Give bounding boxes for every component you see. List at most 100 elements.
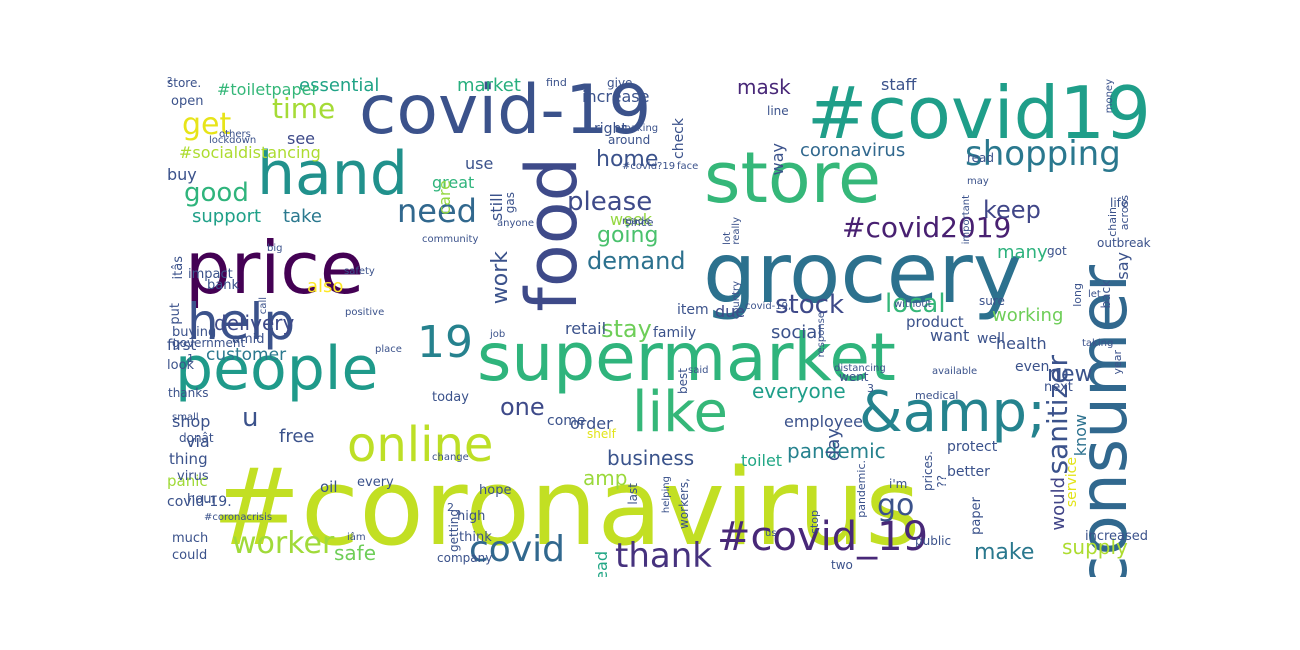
word-cloud-word: working <box>992 305 1064 326</box>
word-cloud-word: taking <box>1082 338 1114 349</box>
word-cloud-word: today <box>432 390 469 405</box>
word-cloud-word: want <box>930 326 970 345</box>
word-cloud-word: donât <box>179 431 214 445</box>
word-cloud-word: may <box>967 176 989 187</box>
word-cloud-word: covid <box>469 529 565 570</box>
word-cloud-word: please <box>567 187 653 217</box>
word-cloud-word: local <box>885 289 946 319</box>
word-cloud-word: go <box>877 488 915 523</box>
word-cloud-word: health <box>996 334 1047 353</box>
word-cloud-word: stock <box>775 290 844 320</box>
word-cloud-word: paper <box>969 497 984 535</box>
word-cloud-word: retail <box>565 319 607 338</box>
word-cloud-word: well <box>977 331 1005 347</box>
word-cloud-word: stay <box>601 315 652 343</box>
word-cloud-word: day <box>823 428 844 462</box>
word-cloud-word: distancing <box>834 363 886 374</box>
word-cloud-word: work <box>488 251 513 305</box>
word-cloud-word: 3 <box>867 382 874 395</box>
word-cloud-word: everyone <box>752 379 846 403</box>
word-cloud-word: supply <box>1062 535 1128 559</box>
word-cloud-word: panic <box>167 472 208 490</box>
word-cloud-word: open <box>171 94 204 109</box>
word-cloud-word: hand <box>257 139 408 209</box>
word-cloud-word: really <box>731 217 742 245</box>
word-cloud-word: workers, <box>677 478 691 529</box>
word-cloud-word: thank <box>615 536 712 576</box>
word-cloud-word: increased <box>1085 529 1149 544</box>
word-cloud-word: chain <box>1106 207 1119 237</box>
word-cloud-word: mask <box>737 77 791 99</box>
word-cloud-word: increase <box>582 87 650 106</box>
word-cloud-word: #coronacrisis <box>204 512 273 523</box>
word-cloud-word: said <box>688 365 709 376</box>
word-cloud-word: life <box>1110 196 1129 210</box>
word-cloud-word: home <box>596 147 659 172</box>
word-cloud-word: read <box>967 151 995 165</box>
word-cloud-word: i'm <box>889 477 908 491</box>
word-cloud-word: find <box>546 77 567 89</box>
word-cloud-word: #covid?19 <box>622 161 676 172</box>
word-cloud-word: covid-19. <box>167 494 232 510</box>
word-cloud-word: iâm <box>347 532 366 543</box>
word-cloud-word: due <box>715 302 746 321</box>
word-cloud-word: back <box>1099 280 1113 309</box>
word-cloud-word: country <box>731 281 742 320</box>
word-cloud-word: response <box>816 312 827 358</box>
word-cloud-word: let <box>1088 289 1101 300</box>
word-cloud-word: take <box>283 206 322 227</box>
word-cloud-word: #coronavirus <box>212 446 921 569</box>
word-cloud-word: online <box>347 417 494 473</box>
word-cloud-word: even <box>1015 359 1050 375</box>
word-cloud-word: bank <box>207 278 239 293</box>
word-cloud-word: without <box>894 299 932 310</box>
word-cloud-word: going <box>597 223 659 248</box>
word-cloud-word: employee <box>784 412 863 431</box>
word-cloud-word: safe <box>334 541 377 565</box>
word-cloud-word: making <box>621 123 659 134</box>
word-cloud-word: #covid2019 <box>842 211 1012 244</box>
word-cloud-word: call <box>258 297 269 315</box>
word-cloud-word: gas <box>503 192 517 214</box>
word-cloud-word: supermarket <box>477 319 896 396</box>
word-cloud-word: could <box>172 548 208 563</box>
word-cloud-word: better <box>947 464 990 480</box>
word-cloud-word: staff <box>881 77 917 94</box>
word-cloud-word: 19 <box>417 317 473 368</box>
word-cloud-word: pandemic <box>787 439 886 463</box>
word-cloud-word: food <box>511 157 593 312</box>
word-cloud-word: use <box>465 154 494 173</box>
word-cloud-word: way <box>768 143 787 176</box>
word-cloud-word: money <box>1104 79 1115 114</box>
word-cloud-word: across <box>1118 195 1131 231</box>
word-cloud-word: positive <box>345 307 385 318</box>
word-cloud-word: coronavirus <box>800 140 906 161</box>
word-cloud-word: good <box>184 178 249 208</box>
word-cloud-word: worker <box>232 526 335 561</box>
word-cloud-word: item <box>677 302 709 318</box>
word-cloud-word: delivery <box>214 311 295 335</box>
word-cloud-word: via <box>186 432 210 451</box>
word-cloud-word: give <box>607 77 633 90</box>
word-cloud-word: look <box>167 358 195 373</box>
word-cloud-word: sure <box>979 294 1005 308</box>
word-cloud-word: change <box>432 452 469 463</box>
word-cloud-word: last <box>626 483 640 505</box>
word-cloud-word: helping <box>661 476 672 514</box>
word-cloud-word: 1 <box>187 352 194 365</box>
word-cloud-word: great <box>432 173 475 192</box>
word-cloud-word: thing <box>169 450 208 468</box>
word-cloud: #coronavirus grocery supermarket price store… <box>167 77 1167 577</box>
word-cloud-word: need <box>397 192 477 230</box>
word-cloud-word: getting <box>447 509 461 552</box>
word-cloud-word: business <box>607 446 695 470</box>
word-cloud-word: know <box>1071 414 1090 457</box>
word-cloud-word: company <box>437 551 493 565</box>
word-cloud-word: #covid_19 <box>717 514 929 560</box>
word-cloud-word: price <box>185 226 365 310</box>
word-cloud-word: oil <box>320 478 338 496</box>
word-cloud-word: safety <box>344 266 375 277</box>
word-cloud-word: help <box>187 293 296 351</box>
word-cloud-word: around <box>608 133 651 147</box>
word-cloud-word: anyone <box>497 218 534 229</box>
